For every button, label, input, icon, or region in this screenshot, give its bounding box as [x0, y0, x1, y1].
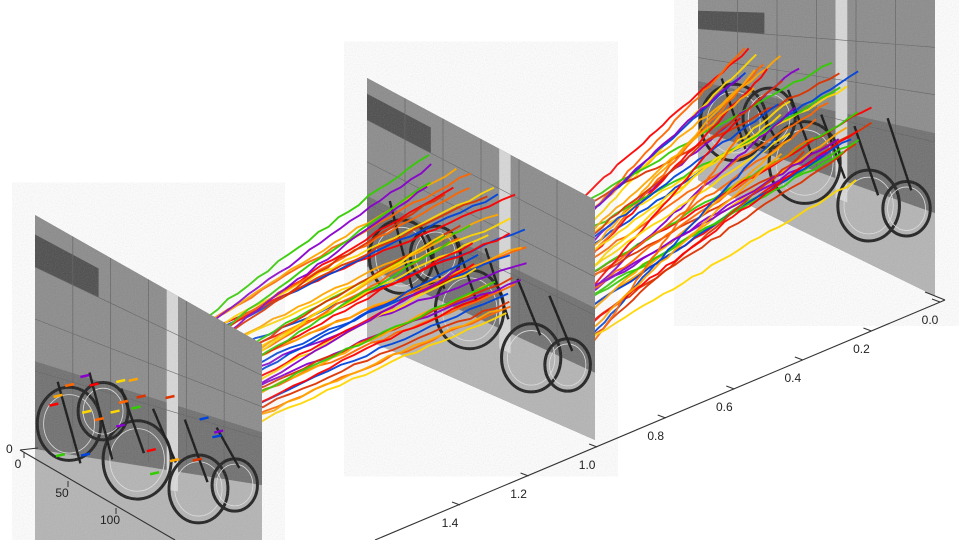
- track-start-dash: [213, 429, 224, 434]
- track-start-dash: [128, 377, 139, 383]
- track-line-back: [583, 143, 857, 327]
- track-start-dash: [165, 394, 175, 400]
- time-axis-ticks: 0.0 0.2 0.4 0.6 0.8 1.0 1.2 1.4: [442, 298, 941, 530]
- time-tick-label: 0.4: [785, 371, 802, 385]
- time-tick-mark: [520, 472, 529, 477]
- photo-texture: [35, 215, 262, 540]
- time-tick-label: 0.2: [853, 342, 870, 356]
- image-frame-front: [34, 215, 263, 540]
- track-line-back: [563, 101, 829, 280]
- track-start-dash: [192, 457, 203, 462]
- track-start-dash: [94, 416, 105, 422]
- track-start-markers: [49, 373, 224, 476]
- time-tick-mark: [863, 327, 872, 332]
- track-line-back: [566, 157, 817, 344]
- time-tick-mark: [451, 501, 461, 506]
- track-start-dash: [146, 447, 157, 453]
- track-start-dash: [149, 471, 160, 476]
- track-start-dash: [131, 405, 141, 410]
- track-line-back: [568, 100, 791, 289]
- track-start-dash: [49, 402, 59, 407]
- time-tick-label: 1.2: [510, 487, 527, 501]
- track-start-dash: [115, 423, 126, 428]
- track-line-back: [586, 63, 764, 262]
- time-tick-label: 0.8: [647, 429, 664, 443]
- track-start-dash: [199, 416, 209, 421]
- photo-texture: [367, 78, 595, 440]
- track-line-back: [547, 150, 844, 321]
- y-tick-label: 0: [6, 442, 13, 456]
- track-line-back: [576, 69, 756, 267]
- track-line-back: [580, 150, 805, 349]
- track-start-dash: [169, 457, 180, 463]
- time-tick-mark: [657, 414, 666, 419]
- time-tick-mark: [726, 385, 735, 390]
- track-start-dash: [55, 452, 66, 458]
- track-start-dash: [89, 382, 99, 387]
- time-tick-mark: [931, 298, 941, 303]
- track-start-dash: [53, 393, 63, 399]
- track-line-back: [554, 137, 814, 318]
- tracks-segment-back: [533, 47, 872, 356]
- track-start-dash: [212, 434, 222, 439]
- track-line-back: [567, 152, 783, 352]
- track-start-dash: [118, 399, 129, 405]
- track-start-dash: [110, 409, 120, 414]
- x-tick-label: 0: [15, 457, 22, 471]
- track-line-back: [566, 179, 857, 355]
- track-start-dash: [115, 378, 126, 384]
- track-start-dash: [64, 382, 75, 388]
- track-line-back: [568, 138, 792, 332]
- time-tick-label: 0.6: [716, 400, 733, 414]
- x-tick-label: 100: [100, 513, 120, 527]
- time-tick-label: 0.0: [922, 313, 939, 327]
- y-axis-stub: [19, 447, 39, 451]
- time-axis-end: [924, 291, 946, 301]
- x-tick-label: 50: [55, 486, 69, 500]
- track-line-back: [583, 133, 741, 356]
- time-tick-mark: [588, 443, 598, 448]
- track-start-dash: [136, 394, 146, 399]
- x-axis-line: [19, 449, 176, 540]
- track-start-dash: [80, 373, 90, 379]
- time-axis-line: [374, 299, 946, 540]
- x-axis-ticks: 0 50 100: [15, 452, 120, 527]
- track-start-dash: [80, 452, 91, 457]
- axes: 0.0 0.2 0.4 0.6 0.8 1.0 1.2 1.4 0 50 100 0: [6, 291, 946, 540]
- time-tick-label: 1.0: [579, 458, 596, 472]
- track-start-dash: [81, 409, 92, 414]
- time-tick-label: 1.4: [442, 516, 459, 530]
- time-tick-mark: [794, 356, 804, 361]
